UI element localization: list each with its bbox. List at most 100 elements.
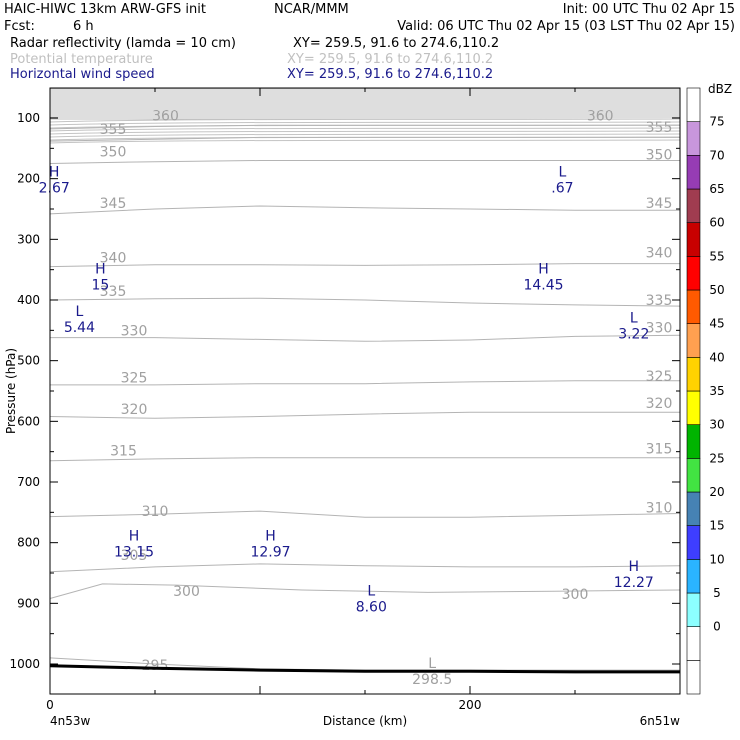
extremum-value: 5.44 <box>64 320 95 336</box>
extremum-marker-L: L <box>367 583 375 599</box>
theta-label-330: 330 <box>121 323 148 339</box>
theta-label-335: 335 <box>646 293 673 309</box>
theta-contour-340 <box>49 263 680 268</box>
x-right-end-label: 6n51w <box>640 714 681 728</box>
theta-contour-325 <box>50 380 680 386</box>
y-tick-label: 300 <box>17 232 40 246</box>
colorbar-level-label: 20 <box>709 485 724 499</box>
theta-label-340: 340 <box>100 251 127 267</box>
colorbar-level-label: 35 <box>709 384 724 398</box>
extremum-marker-H: H <box>629 559 640 575</box>
upper-isentrope-line <box>49 118 681 123</box>
x-tick-label: 200 <box>459 698 482 712</box>
colorbar-level-label: 0 <box>713 620 721 634</box>
theta-contour-305 <box>49 563 681 573</box>
field-xy-wind: XY= 259.5, 91.6 to 274.6,110.2 <box>287 67 493 82</box>
theta-label-325: 325 <box>646 369 673 385</box>
theta-contour-345 <box>49 205 680 215</box>
theta-label-310: 310 <box>142 504 169 520</box>
dbz-colorbar: 0 5 10 15 20 25 30 35 40 45 50 55 60 65 70 75 <box>686 87 725 695</box>
theta-label-340: 340 <box>646 246 673 262</box>
colorbar-level-label: 10 <box>709 552 724 566</box>
colorbar-level-label: 60 <box>709 216 724 230</box>
colorbar-swatch <box>686 559 701 594</box>
extremum-value: 2.67 <box>39 181 70 197</box>
upper-level-contour-band <box>49 88 681 144</box>
field-xy-reflectivity: XY= 259.5, 91.6 to 274.6,110.2 <box>293 36 499 51</box>
colorbar-level-label: 45 <box>709 317 724 331</box>
init-time: Init: 00 UTC Thu 02 Apr 15 <box>563 2 735 17</box>
colorbar-level-label: 5 <box>713 586 721 600</box>
theta-contour-335 <box>49 297 681 307</box>
theta-label-320: 320 <box>646 396 673 412</box>
extremum-marker-L: L <box>75 304 83 320</box>
theta-label-360: 360 <box>587 109 614 125</box>
colorbar-swatch <box>686 188 701 223</box>
extremum-marker-H: H <box>95 262 106 278</box>
y-tick-label: 400 <box>17 293 40 307</box>
theta-label-300: 300 <box>173 584 200 600</box>
upper-isentrope-line <box>49 139 681 144</box>
org-label: NCAR/MMM <box>274 2 349 17</box>
theta-label-355: 355 <box>646 120 673 136</box>
theta-contour-360 <box>49 124 680 130</box>
theta-label-360: 360 <box>152 109 179 125</box>
theta-label-350: 350 <box>646 147 673 163</box>
theta-contour-320 <box>49 411 680 419</box>
wind-extrema-labels: H2.67L.67H15H14.45L5.44L3.22H13.15H12.97… <box>39 165 654 688</box>
colorbar-swatch <box>686 592 701 627</box>
theta-contour-315 <box>49 457 680 462</box>
colorbar-swatch <box>686 525 701 560</box>
upper-isentrope-line <box>49 133 681 138</box>
field-name-reflectivity: Radar reflectivity (lamda = 10 cm) <box>10 36 236 51</box>
colorbar-swatch <box>686 222 701 257</box>
field-name-wind: Horizontal wind speed <box>10 67 155 82</box>
y-tick-label: 500 <box>17 354 40 368</box>
extremum-marker-L: L <box>428 656 436 672</box>
theta-label-355: 355 <box>100 122 127 138</box>
extremum-marker-H: H <box>49 165 60 181</box>
y-tick-label: 600 <box>17 414 40 428</box>
colorbar-level-label: 40 <box>709 350 724 364</box>
theta-label-305: 305 <box>121 548 148 564</box>
x-left-end-label: 4n53w <box>50 714 91 728</box>
model-title: HAIC-HIWC 13km ARW-GFS init <box>4 2 206 17</box>
colorbar-swatch <box>686 256 701 291</box>
extremum-value: 3.22 <box>618 326 649 342</box>
field-xy-theta: XY= 259.5, 91.6 to 274.6,110.2 <box>287 52 493 67</box>
theta-label-345: 345 <box>646 196 673 212</box>
theta-label-295: 295 <box>142 658 169 674</box>
theta-label-315: 315 <box>110 444 137 460</box>
colorbar-swatch <box>686 424 701 459</box>
colorbar-level-label: 30 <box>709 418 724 432</box>
colorbar-swatch <box>686 626 701 661</box>
colorbar-level-label: 25 <box>709 451 724 465</box>
colorbar-swatch <box>686 155 701 190</box>
y-tick-label: 1000 <box>9 657 40 671</box>
theta-label-335: 335 <box>100 284 127 300</box>
upper-isentrope-line <box>49 130 681 135</box>
theta-label-345: 345 <box>100 196 127 212</box>
terrain-surface <box>49 664 680 674</box>
terrain-line <box>49 664 680 674</box>
y-tick-label: 800 <box>17 536 40 550</box>
field-name-theta: Potential temperature <box>10 52 153 67</box>
colorbar-level-label: 15 <box>709 519 724 533</box>
colorbar-swatch <box>686 458 701 493</box>
valid-time: Valid: 06 UTC Thu 02 Apr 15 (03 LST Thu … <box>397 19 735 34</box>
theta-label-325: 325 <box>121 371 148 387</box>
extremum-value: 12.97 <box>250 545 290 561</box>
theta-contour-350 <box>49 160 680 164</box>
colorbar-swatch <box>686 390 701 425</box>
theta-contour-300 <box>49 583 681 599</box>
extremum-value: 12.27 <box>614 575 654 591</box>
colorbar-swatch <box>686 491 701 526</box>
extremum-value: 13.15 <box>114 545 154 561</box>
colorbar-level-label: 75 <box>709 115 724 129</box>
extremum-value: 14.45 <box>523 278 563 294</box>
colorbar-swatch <box>686 357 701 392</box>
extremum-marker-H: H <box>538 262 549 278</box>
y-axis-label: Pressure (hPa) <box>4 348 18 434</box>
fcst-label: Fcst: <box>4 19 35 34</box>
